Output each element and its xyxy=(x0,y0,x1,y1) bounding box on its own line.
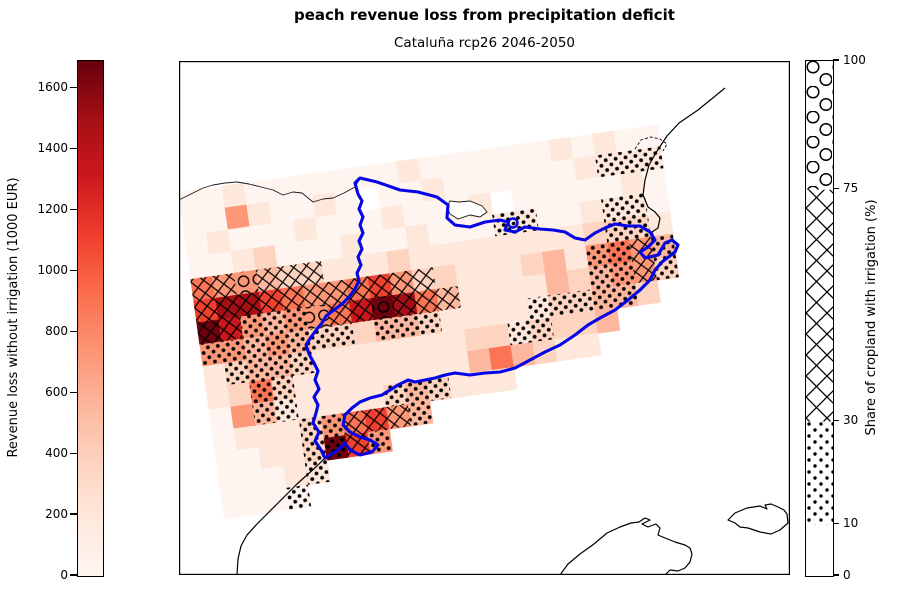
tick-label: 200 xyxy=(45,506,68,521)
tick-mark xyxy=(70,147,77,150)
map-boundaries xyxy=(179,87,789,575)
tick-label: 1200 xyxy=(37,201,68,216)
tick-label: 1600 xyxy=(37,79,68,94)
andorra-outline xyxy=(446,200,488,220)
tick-mark xyxy=(833,522,839,525)
catalonia-boundary xyxy=(304,176,680,460)
tick-label: 30 xyxy=(843,413,859,427)
left-colorbar-gradient xyxy=(78,61,103,576)
tick-label: 0 xyxy=(843,567,851,582)
tick-mark xyxy=(70,269,77,271)
tick-label: 400 xyxy=(45,445,68,460)
map-frame xyxy=(179,61,790,575)
left-colorbar-label: Revenue loss without irrigation (1000 EU… xyxy=(6,177,21,458)
tick-mark xyxy=(833,574,839,576)
tick-mark xyxy=(70,574,77,576)
figure-title: peach revenue loss from precipitation de… xyxy=(294,6,675,24)
tick-label: 1000 xyxy=(37,262,68,277)
tick-mark xyxy=(833,419,839,422)
llivia-exclave xyxy=(507,217,519,229)
tick-label: 10 xyxy=(843,516,859,530)
tick-label: 100 xyxy=(843,52,866,67)
right-colorbar-sections xyxy=(806,61,833,576)
raster-hatch-overlay xyxy=(190,146,679,510)
tick-label: 0 xyxy=(60,567,68,582)
tick-mark xyxy=(70,391,77,393)
dashed-cell-fragment xyxy=(634,136,668,152)
right-colorbar xyxy=(805,60,834,577)
mallorca-coast xyxy=(559,517,693,575)
menorca-coast xyxy=(727,503,789,535)
tick-mark xyxy=(70,330,77,332)
tick-label: 800 xyxy=(45,323,68,338)
tick-mark xyxy=(833,188,839,190)
tick-mark xyxy=(70,208,77,211)
tick-mark xyxy=(70,452,77,454)
tick-label: 600 xyxy=(45,384,68,399)
tick-mark xyxy=(70,513,77,515)
map-svg xyxy=(179,61,790,575)
tick-label: 75 xyxy=(843,181,859,196)
tick-label: 1400 xyxy=(37,140,68,155)
right-colorbar-label: Share of cropland with irrigation (%) xyxy=(864,199,879,436)
left-colorbar xyxy=(77,60,104,577)
tick-mark xyxy=(70,86,77,89)
figure-subtitle: Cataluña rcp26 2046-2050 xyxy=(394,35,575,51)
tick-mark xyxy=(833,59,839,61)
